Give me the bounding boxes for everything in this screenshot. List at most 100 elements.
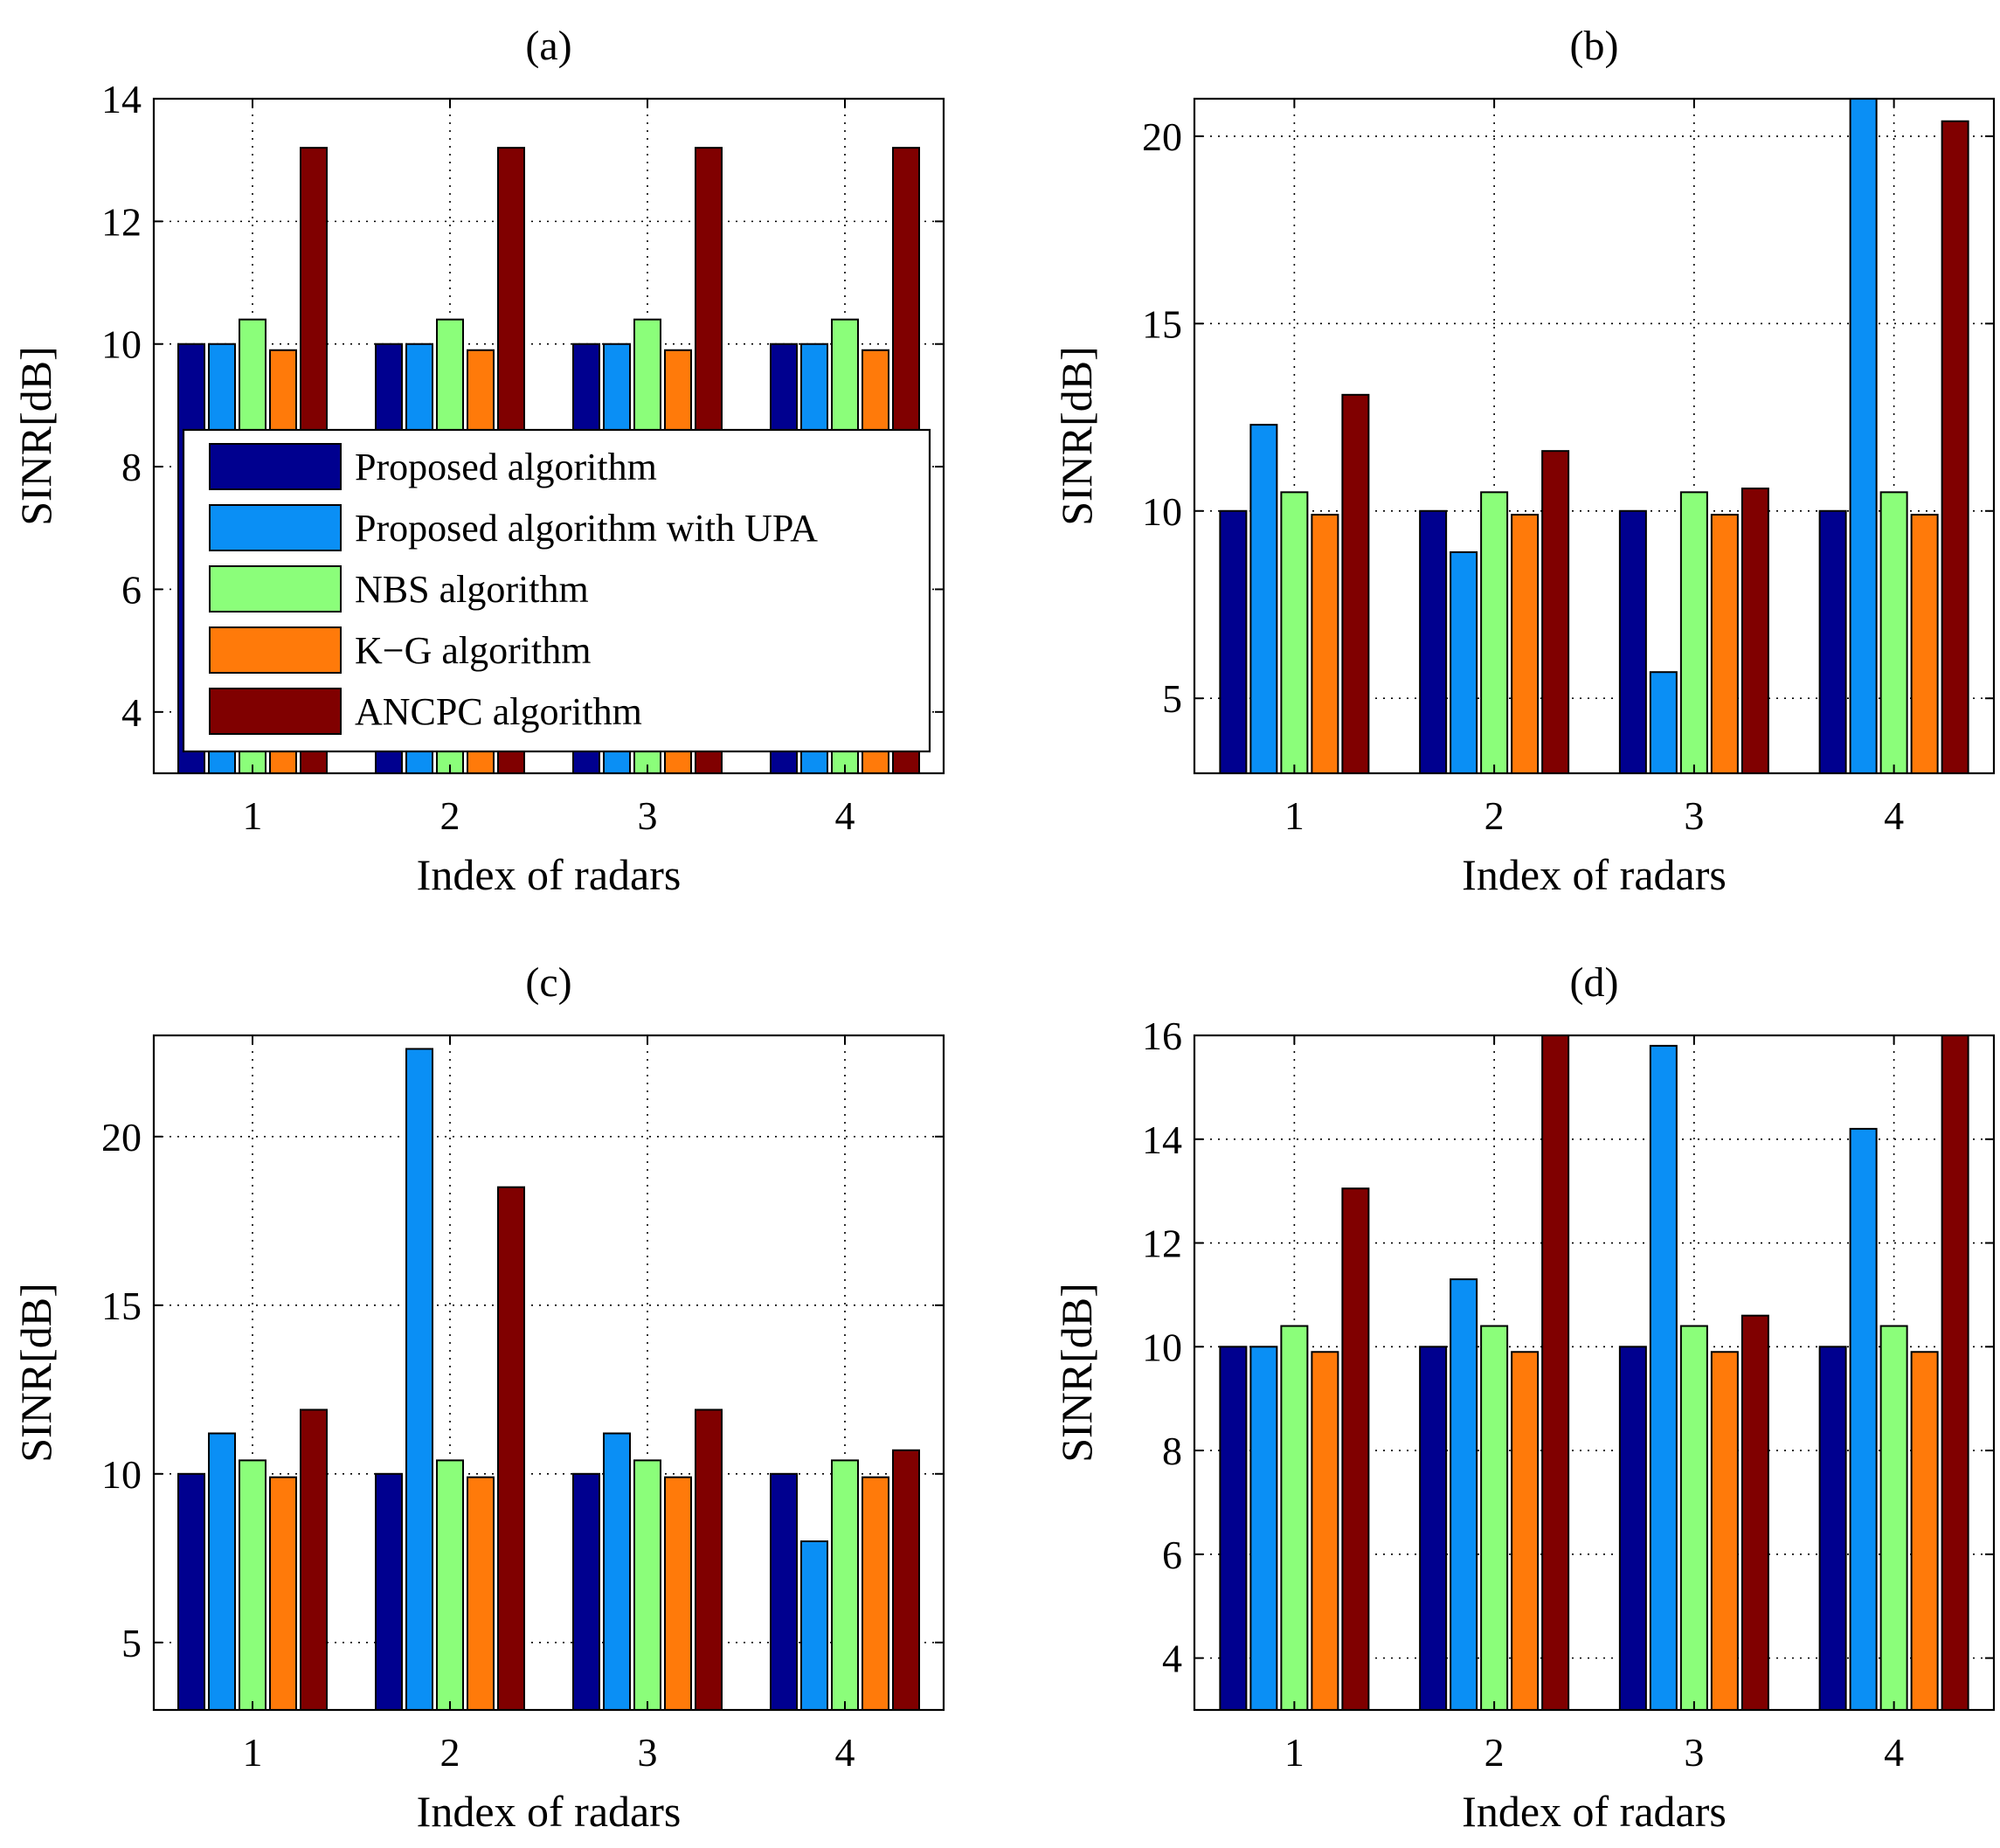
x-tick-label: 1 (1284, 1730, 1304, 1775)
bar (603, 1432, 631, 1710)
bar (633, 1459, 661, 1710)
x-tick-label: 4 (835, 1730, 855, 1775)
y-tick-label: 6 (1162, 1533, 1182, 1577)
x-tick-label: 1 (243, 1730, 263, 1775)
bar (1941, 1035, 1969, 1710)
bar (1818, 509, 1847, 773)
x-axis-label: Index of radars (417, 1787, 682, 1836)
bars-group (177, 1048, 920, 1710)
bar (1341, 1187, 1370, 1710)
bar (1480, 491, 1509, 773)
legend-label: K−G algorithm (355, 629, 591, 672)
y-tick-label: 12 (1142, 1222, 1182, 1266)
y-tick-label: 8 (1162, 1429, 1182, 1473)
y-tick-label: 10 (101, 322, 142, 367)
bar (572, 1472, 600, 1710)
bar (1879, 1325, 1908, 1710)
bar (1450, 1278, 1478, 1710)
legend-swatch (209, 443, 342, 490)
y-tick-label: 20 (1142, 114, 1182, 159)
y-axis-label: SINR[dB] (1052, 1283, 1101, 1463)
y-tick-label: 20 (101, 1115, 142, 1159)
x-tick-label: 3 (638, 1730, 658, 1775)
y-tick-label: 4 (1162, 1637, 1182, 1681)
bar (1740, 488, 1769, 773)
y-tick-label: 10 (1142, 1325, 1182, 1369)
x-tick-label: 4 (1884, 793, 1904, 838)
bar (1740, 1314, 1769, 1710)
y-tick-label: 15 (1142, 301, 1182, 346)
y-tick-label: 16 (1142, 1014, 1182, 1058)
bar (1511, 514, 1540, 773)
bar (269, 1476, 297, 1710)
x-tick-label: 3 (638, 793, 658, 838)
legend-label: Proposed algorithm (355, 446, 657, 488)
bar (1419, 509, 1448, 773)
bar (862, 1476, 889, 1710)
bar (770, 1472, 798, 1710)
bar (1910, 1351, 1939, 1710)
y-tick-label: 14 (101, 77, 142, 121)
bar (1849, 99, 1878, 773)
bar (1618, 509, 1647, 773)
panel-title: (b) (1570, 23, 1619, 69)
y-axis-label: SINR[dB] (1052, 346, 1101, 526)
y-tick-label: 4 (121, 690, 142, 735)
bar (1341, 393, 1370, 773)
y-axis-label: SINR[dB] (11, 346, 60, 526)
x-tick-label: 1 (243, 793, 263, 838)
bar (1910, 514, 1939, 773)
legend-swatch (209, 565, 342, 613)
bar (1219, 509, 1248, 773)
bar (497, 1186, 525, 1710)
x-tick-label: 4 (835, 793, 855, 838)
panel-title: (d) (1570, 959, 1619, 1006)
bar (1280, 1325, 1309, 1710)
x-tick-label: 1 (1284, 793, 1304, 838)
x-axis-label: Index of radars (417, 850, 682, 899)
bar (800, 1540, 828, 1710)
legend-label: ANCPC algorithm (355, 690, 642, 733)
x-tick-label: 2 (440, 793, 460, 838)
bars-group (1219, 1035, 1969, 1710)
chart-panel-2: 5 10 15 20 1 2 3 4 (b) Index of radars SINR[dB] (1052, 23, 1996, 899)
chart-panel-3: 5 10 15 20 1 2 3 4 (c) Index of radars SINR[dB] (11, 959, 945, 1836)
y-tick-label: 10 (1142, 489, 1182, 534)
y-axis-label: SINR[dB] (11, 1283, 60, 1463)
bar (664, 1476, 692, 1710)
legend: Proposed algorithm Proposed algorithm wit… (182, 428, 931, 753)
x-axis-label: Index of radars (1462, 1787, 1727, 1836)
bar (1710, 1351, 1739, 1710)
bar (1419, 1346, 1448, 1710)
bar (1679, 491, 1708, 773)
bar (405, 1048, 433, 1710)
bar (1311, 1351, 1339, 1710)
y-tick-label: 12 (101, 199, 142, 244)
bar (300, 1408, 328, 1710)
bar (1941, 120, 1969, 773)
x-tick-label: 2 (1484, 793, 1505, 838)
bar (1679, 1325, 1708, 1710)
bar (177, 1472, 205, 1710)
x-tick-label: 4 (1884, 1730, 1904, 1775)
legend-swatch (209, 504, 342, 551)
y-tick-label: 14 (1142, 1118, 1182, 1162)
bar (1249, 424, 1278, 773)
legend-swatch (209, 626, 342, 674)
bar (892, 1449, 920, 1710)
bar (1818, 1346, 1847, 1710)
x-tick-label: 2 (1484, 1730, 1505, 1775)
x-tick-label: 2 (440, 1730, 460, 1775)
bar (1710, 514, 1739, 773)
bar (1480, 1325, 1509, 1710)
bar (1219, 1346, 1248, 1710)
y-tick-label: 15 (101, 1284, 142, 1328)
bar (1649, 671, 1678, 773)
legend-label: Proposed algorithm with UPA (355, 507, 818, 550)
bar (1849, 1127, 1878, 1710)
y-tick-label: 6 (121, 567, 142, 612)
bar (375, 1472, 403, 1710)
legend-label: NBS algorithm (355, 568, 589, 611)
